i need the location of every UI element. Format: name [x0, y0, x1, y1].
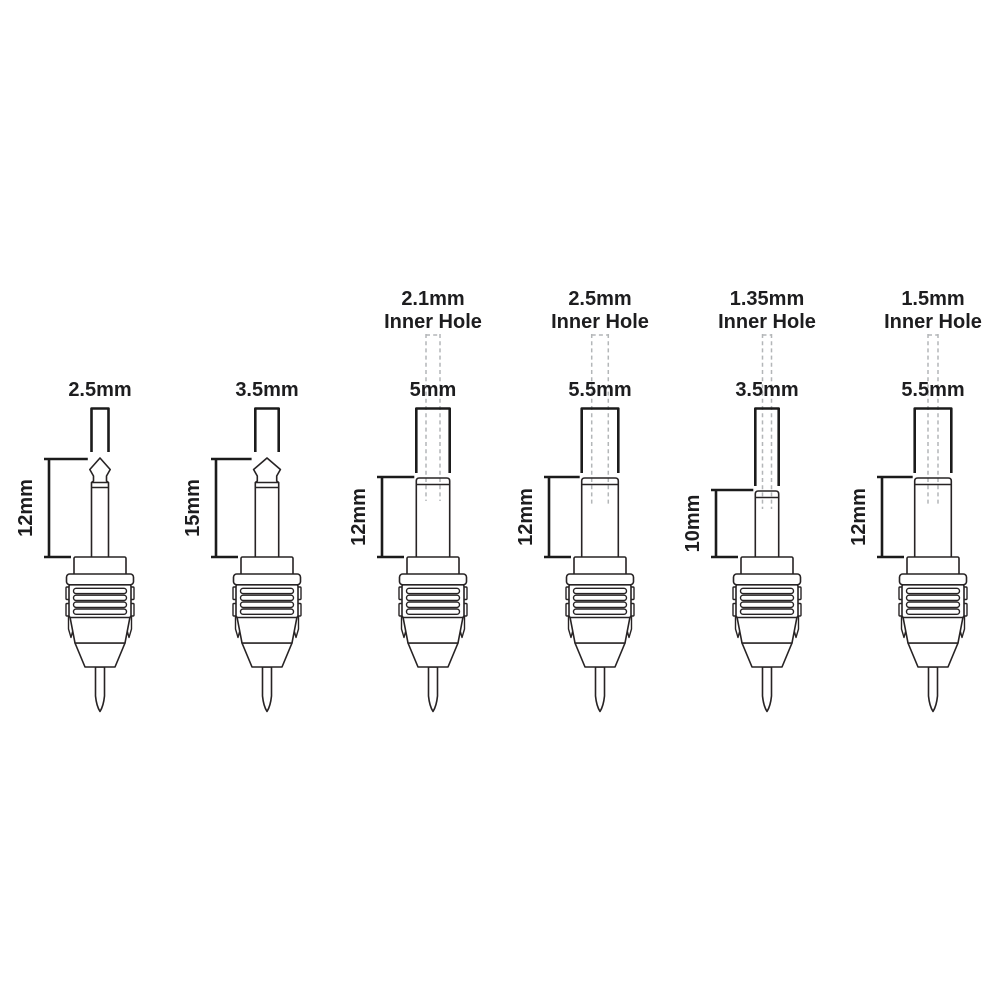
width-dimension-label: 5.5mm [901, 379, 964, 401]
height-dimension-label: 12mm [15, 479, 37, 537]
inner-hole-caption-label: Inner Hole [384, 311, 482, 333]
inner-hole-size-label: 2.5mm [568, 288, 631, 310]
inner-hole-size-label: 2.1mm [401, 288, 464, 310]
width-dimension-label: 3.5mm [735, 379, 798, 401]
inner-hole-caption-label: Inner Hole [718, 311, 816, 333]
height-dimension-label: 15mm [182, 479, 204, 537]
inner-hole-caption-label: Inner Hole [551, 311, 649, 333]
width-dimension-label: 5mm [410, 379, 457, 401]
width-dimension-label: 3.5mm [235, 379, 298, 401]
height-dimension-label: 12mm [515, 488, 537, 546]
inner-hole-caption-label: Inner Hole [884, 311, 982, 333]
connector-audio-jack-2-5mm: 2.5mm 12mm [15, 379, 135, 713]
width-dimension-label: 5.5mm [568, 379, 631, 401]
dimensions-dc-barrel-5-5mm-2-5mm [544, 407, 620, 559]
dimensions-dc-barrel-5mm-2-1mm [377, 407, 451, 559]
dimensions-audio-jack-3-5mm [211, 407, 280, 559]
inner-hole-size-label: 1.35mm [730, 288, 805, 310]
connector-audio-jack-3-5mm: 3.5mm 15mm [182, 379, 302, 713]
dimensions-audio-jack-2-5mm [44, 407, 110, 559]
width-dimension-label: 2.5mm [68, 379, 131, 401]
dimensions-dc-barrel-3-5mm-1-35mm [711, 407, 780, 559]
inner-hole-size-label: 1.5mm [901, 288, 964, 310]
dimensions-dc-barrel-5-5mm-1-5mm [877, 407, 953, 559]
height-dimension-label: 12mm [348, 488, 370, 546]
height-dimension-label: 10mm [682, 495, 704, 553]
height-dimension-label: 12mm [848, 488, 870, 546]
